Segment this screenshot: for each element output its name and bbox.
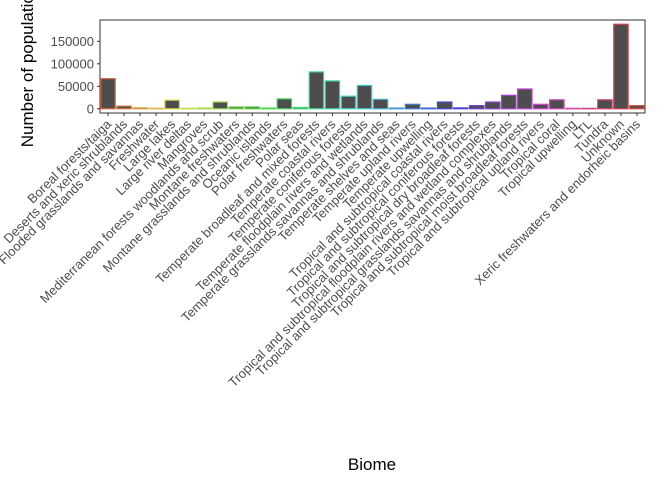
bar [308,71,325,110]
bar [629,105,645,110]
bar [116,105,132,110]
bar [452,107,469,110]
bar [388,107,405,110]
y-tick-label: 100000 [51,56,94,71]
x-axis-title: Biome [348,455,396,474]
bar [549,99,565,110]
bar [372,98,389,110]
bar [613,23,629,110]
bar [228,106,245,110]
bar [516,88,533,110]
bar [420,107,437,110]
bar [244,106,261,110]
bar [500,94,517,110]
bar [100,78,116,110]
y-tick-label: 150000 [51,34,94,49]
bar [356,84,373,110]
bar [324,80,341,110]
bar [340,95,357,110]
bar [532,103,549,110]
bar [597,99,613,110]
bar [260,107,277,110]
bar [164,99,180,110]
y-tick-label: 0 [87,101,94,116]
bar [436,101,453,110]
bar [484,101,501,110]
y-axis-title: Number of population [18,0,37,147]
bar [292,106,309,110]
bar [468,105,485,110]
bar [132,107,148,110]
bar [196,107,213,110]
y-tick-label: 50000 [58,79,94,94]
panel [99,19,646,114]
bar [212,101,229,110]
bar [276,98,293,110]
bar [404,103,421,110]
